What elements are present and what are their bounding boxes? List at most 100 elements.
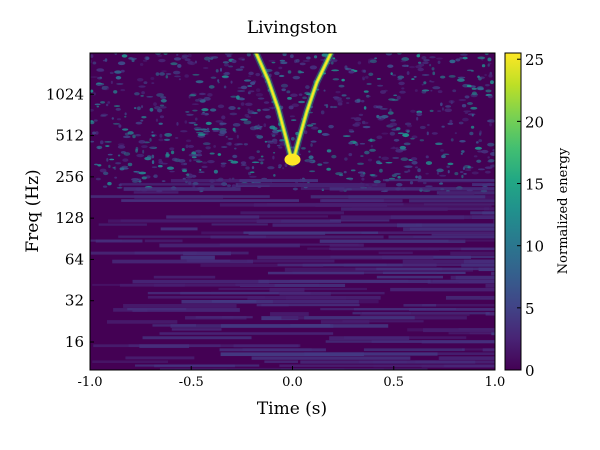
energy-band (342, 320, 424, 323)
energy-band (134, 251, 249, 255)
noise-speckle (422, 61, 429, 65)
noise-speckle (153, 102, 157, 106)
noise-speckle (432, 71, 436, 76)
noise-speckle (325, 103, 329, 108)
noise-speckle (237, 90, 246, 92)
noise-speckle (265, 115, 272, 119)
noise-speckle (151, 134, 155, 137)
noise-speckle (454, 132, 457, 135)
noise-speckle (240, 161, 247, 165)
noise-speckle (278, 66, 283, 70)
noise-speckle (248, 90, 255, 93)
noise-speckle (464, 169, 472, 171)
noise-speckle (463, 110, 472, 113)
noise-speckle (415, 65, 422, 69)
noise-speckle (490, 151, 495, 156)
noise-speckle (90, 76, 98, 78)
noise-speckle (393, 94, 398, 97)
noise-speckle (243, 120, 252, 125)
noise-speckle (228, 106, 236, 111)
noise-speckle (198, 92, 206, 96)
noise-speckle (396, 95, 401, 100)
noise-speckle (169, 170, 175, 173)
energy-band (445, 295, 495, 300)
energy-band (211, 223, 268, 226)
noise-speckle (94, 103, 101, 106)
energy-band (147, 295, 265, 299)
noise-speckle (197, 97, 204, 101)
y-axis-ticks: 16 32 64 128 256 512 1024 (46, 85, 94, 351)
noise-speckle (302, 60, 310, 62)
energy-band (438, 356, 495, 361)
noise-speckle (436, 168, 444, 173)
energy-band (247, 259, 335, 263)
energy-band (482, 211, 495, 215)
energy-band (133, 191, 179, 194)
noise-speckle (389, 122, 398, 127)
noise-speckle (185, 111, 190, 113)
noise-speckle (462, 56, 468, 60)
energy-band (108, 219, 282, 223)
noise-speckle (248, 155, 255, 160)
noise-speckle (350, 117, 357, 119)
energy-band (264, 360, 299, 363)
energy-band (257, 255, 434, 260)
noise-speckle (379, 107, 388, 110)
noise-speckle (437, 90, 443, 94)
noise-speckle (123, 152, 131, 156)
noise-speckle (187, 53, 192, 58)
noise-speckle (278, 164, 282, 168)
noise-speckle (106, 158, 109, 162)
noise-speckle (350, 169, 356, 172)
noise-speckle (385, 53, 393, 56)
x-tick-label: 0.5 (383, 375, 404, 390)
noise-speckle (109, 158, 115, 161)
noise-speckle (143, 81, 148, 85)
noise-speckle (461, 174, 464, 179)
noise-speckle (290, 93, 298, 98)
energy-band (200, 215, 329, 218)
noise-speckle (332, 78, 340, 81)
noise-speckle (124, 112, 127, 116)
noise-speckle (144, 56, 150, 61)
noise-speckle (406, 64, 409, 68)
noise-speckle (406, 130, 410, 133)
noise-speckle (373, 179, 381, 184)
energy-band (269, 287, 305, 292)
noise-speckle (449, 59, 456, 64)
energy-band (300, 360, 476, 364)
noise-speckle (399, 145, 407, 150)
noise-speckle (315, 88, 320, 91)
noise-speckle (255, 88, 261, 92)
noise-speckle (159, 72, 165, 76)
noise-speckle (478, 76, 485, 79)
energy-band (253, 203, 388, 207)
noise-speckle (90, 89, 94, 93)
noise-speckle (298, 100, 306, 104)
noise-speckle (441, 125, 445, 128)
noise-speckle (122, 135, 131, 139)
noise-speckle (473, 155, 478, 158)
y-tick-label: 256 (55, 168, 84, 186)
noise-speckle (281, 88, 286, 92)
noise-speckle (274, 71, 280, 76)
noise-speckle (436, 57, 443, 60)
energy-band (220, 352, 364, 357)
noise-speckle (163, 138, 171, 141)
noise-speckle (299, 62, 306, 66)
noise-speckle (301, 147, 306, 150)
noise-speckle (194, 149, 203, 153)
energy-band (461, 263, 495, 268)
energy-band (304, 316, 415, 320)
energy-band (300, 187, 345, 190)
energy-band (315, 203, 492, 207)
noise-speckle (225, 135, 228, 138)
noise-speckle (348, 129, 354, 132)
noise-speckle (192, 109, 198, 112)
chirp-peak (284, 153, 301, 166)
noise-speckle (440, 149, 444, 152)
colorbar-tick-label: 15 (525, 176, 544, 194)
noise-speckle (247, 110, 255, 115)
noise-speckle (90, 140, 95, 143)
noise-speckle (421, 90, 427, 94)
